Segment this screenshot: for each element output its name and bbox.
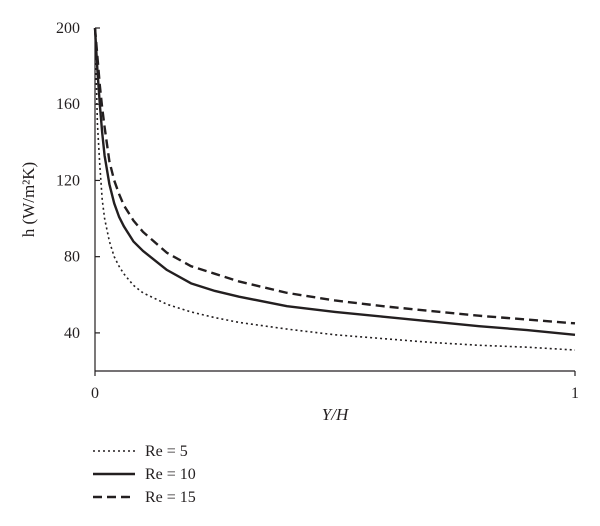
x-tick-label: 1 bbox=[571, 385, 579, 402]
series-line-1 bbox=[94, 27, 576, 351]
legend-label-3: Re = 15 bbox=[145, 489, 196, 506]
y-tick-label: 80 bbox=[64, 249, 80, 266]
y-tick-label: 160 bbox=[56, 96, 80, 113]
series-line-3 bbox=[93, 27, 576, 325]
x-axis-title: Y/H bbox=[322, 405, 350, 424]
y-axis-title: h (W/m²K) bbox=[19, 162, 38, 237]
x-tick-label: 0 bbox=[91, 385, 99, 402]
series-layer bbox=[93, 27, 576, 351]
legend-label-2: Re = 10 bbox=[145, 466, 196, 483]
series-line-2 bbox=[93, 27, 576, 336]
legend-label-1: Re = 5 bbox=[145, 443, 188, 460]
legend: Re = 5 Re = 10 Re = 15 bbox=[93, 443, 196, 506]
y-tick-label: 40 bbox=[64, 325, 80, 342]
y-tick-label: 120 bbox=[56, 172, 80, 189]
y-tick-label: 200 bbox=[56, 20, 80, 37]
axes: 40 80 120 160 200 0 1 Y/H h (W/m²K) bbox=[19, 20, 579, 424]
